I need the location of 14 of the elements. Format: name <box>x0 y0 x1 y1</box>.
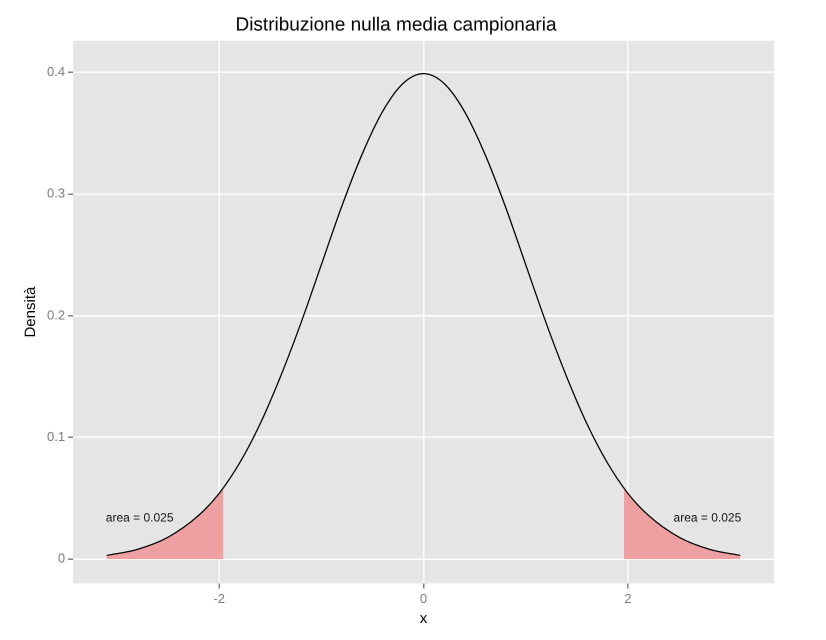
chart-title: Distribuzione nulla media campionaria <box>235 14 557 36</box>
line-series <box>106 73 741 556</box>
annotation: area = 0.025 <box>106 510 174 525</box>
x-axis-title: x <box>420 610 428 628</box>
x-tick-label: 0 <box>420 590 428 606</box>
y-tick-label: 0.3 <box>46 186 66 201</box>
annotation: area = 0.025 <box>674 510 742 525</box>
y-tick-label: 0 <box>58 550 66 566</box>
y-axis-title: Densità <box>22 286 40 338</box>
x-tick-label: -2 <box>213 590 225 606</box>
y-tick-label: 0.2 <box>46 307 66 322</box>
x-tick-label: 2 <box>624 590 632 606</box>
y-tick-label: 0.1 <box>46 428 66 444</box>
y-tick-label: 0.4 <box>46 64 66 80</box>
